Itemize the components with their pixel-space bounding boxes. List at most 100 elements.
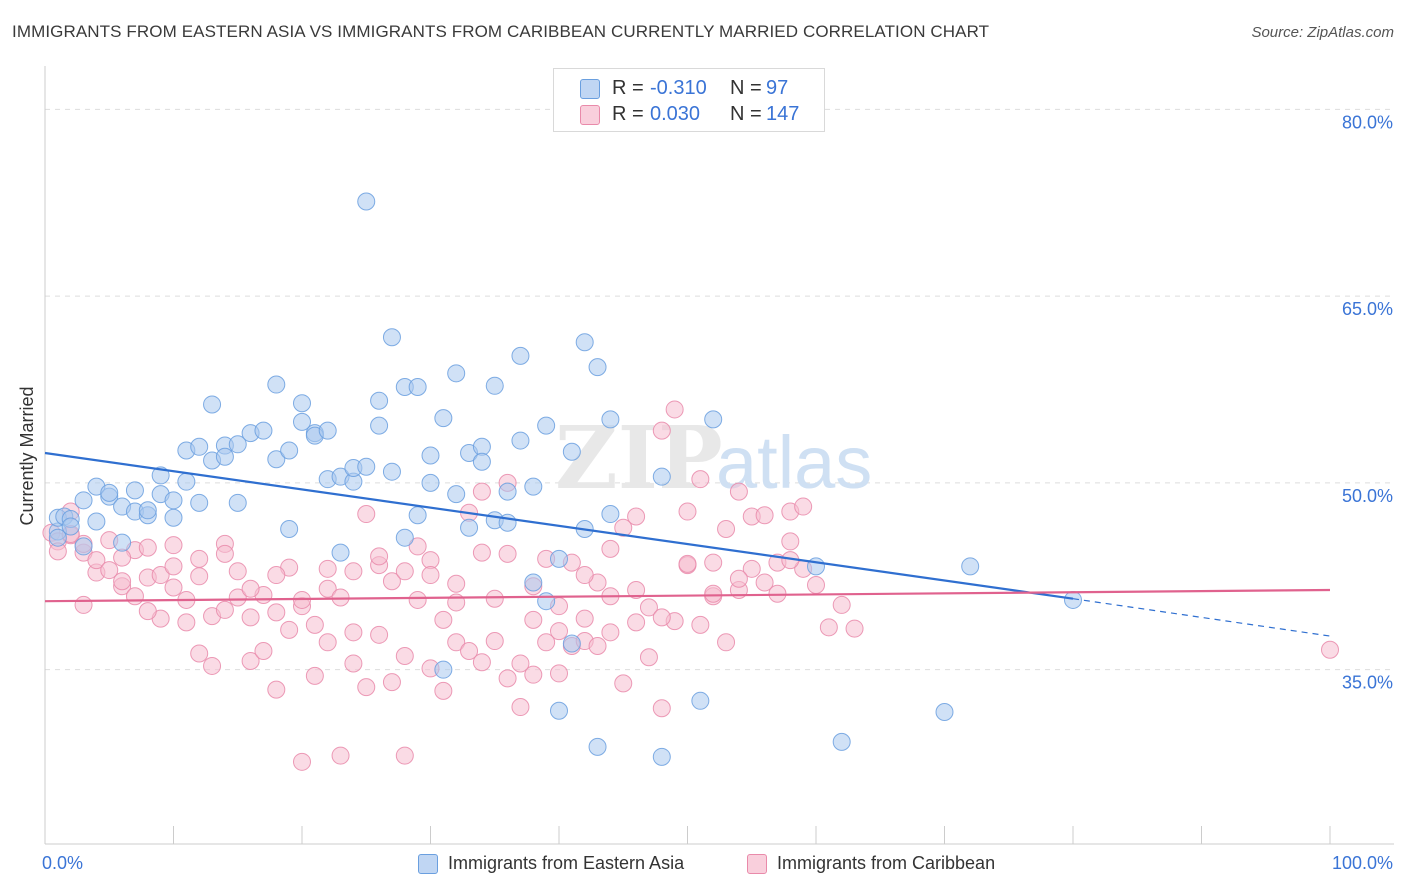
data-point bbox=[138, 501, 157, 520]
data-point bbox=[550, 701, 568, 720]
data-point bbox=[601, 623, 620, 642]
data-point bbox=[550, 549, 568, 568]
data-point bbox=[318, 559, 337, 578]
data-point bbox=[562, 634, 581, 653]
data-point bbox=[524, 477, 543, 496]
data-point bbox=[627, 613, 646, 632]
data-point bbox=[228, 562, 247, 581]
data-point bbox=[639, 648, 658, 667]
data-point bbox=[614, 674, 633, 693]
data-point bbox=[203, 656, 222, 675]
data-point bbox=[691, 615, 710, 634]
data-point bbox=[691, 691, 710, 710]
data-point bbox=[447, 485, 466, 504]
data-point bbox=[460, 642, 479, 660]
legend-label: Immigrants from Eastern Asia bbox=[448, 853, 685, 873]
data-point bbox=[293, 412, 311, 431]
data-point bbox=[1064, 590, 1082, 609]
r-value: -0.310 bbox=[650, 77, 707, 99]
data-point bbox=[267, 680, 286, 699]
y-tick-label: 50.0% bbox=[1342, 486, 1393, 506]
data-point bbox=[935, 703, 954, 722]
data-point bbox=[691, 470, 710, 489]
data-point bbox=[395, 646, 414, 665]
data-point bbox=[537, 416, 556, 435]
data-point bbox=[550, 622, 568, 641]
data-point bbox=[588, 637, 607, 656]
data-point bbox=[447, 574, 466, 593]
data-point bbox=[87, 512, 106, 531]
data-point bbox=[100, 561, 119, 580]
data-point bbox=[537, 592, 556, 611]
data-point bbox=[357, 192, 376, 211]
data-point bbox=[87, 551, 106, 570]
data-point bbox=[485, 632, 504, 651]
trend-line-eastern-asia-projection bbox=[1072, 598, 1331, 637]
data-point bbox=[318, 633, 337, 652]
data-point bbox=[447, 364, 466, 383]
data-point bbox=[293, 394, 311, 413]
data-point bbox=[961, 557, 980, 576]
data-point bbox=[318, 421, 337, 440]
data-point bbox=[832, 732, 851, 751]
data-point bbox=[485, 376, 504, 395]
data-point bbox=[267, 375, 286, 394]
n-label: N = bbox=[730, 103, 762, 125]
data-point bbox=[704, 410, 723, 429]
data-point bbox=[74, 595, 93, 614]
legend-swatch-blue bbox=[418, 854, 438, 874]
data-point bbox=[807, 576, 825, 595]
data-point bbox=[408, 590, 427, 609]
data-point bbox=[164, 508, 183, 527]
stats-legend: R = -0.310 N = 97 R = 0.030 N = 147 bbox=[553, 68, 825, 132]
data-point bbox=[382, 673, 401, 692]
data-point bbox=[472, 653, 491, 672]
data-point bbox=[421, 473, 440, 492]
r-label: R = bbox=[612, 103, 644, 125]
data-point bbox=[382, 328, 401, 347]
data-point bbox=[575, 609, 594, 628]
data-point bbox=[203, 395, 222, 414]
data-point bbox=[125, 481, 144, 500]
data-point bbox=[164, 557, 183, 576]
trend-line-caribbean bbox=[44, 588, 1331, 603]
data-point bbox=[524, 665, 543, 684]
data-point bbox=[729, 569, 748, 588]
series-caribbean-points bbox=[42, 400, 1339, 771]
legend-swatch-blue bbox=[580, 79, 600, 99]
data-point bbox=[164, 536, 183, 555]
data-point bbox=[395, 746, 414, 765]
data-point bbox=[241, 651, 260, 670]
data-point bbox=[575, 333, 594, 352]
data-point bbox=[665, 400, 684, 419]
data-point bbox=[742, 559, 761, 578]
chart-title: IMMIGRANTS FROM EASTERN ASIA VS IMMIGRAN… bbox=[12, 22, 990, 41]
data-point bbox=[524, 573, 543, 592]
data-point bbox=[138, 538, 157, 557]
data-point bbox=[293, 752, 311, 771]
data-point bbox=[717, 519, 736, 538]
n-value: 147 bbox=[766, 103, 800, 125]
data-point bbox=[434, 409, 453, 428]
axes bbox=[44, 66, 1394, 845]
data-point bbox=[794, 497, 813, 516]
data-point bbox=[524, 610, 543, 629]
data-point bbox=[704, 584, 723, 603]
stats-row-caribbean: R = 0.030 N = 147 bbox=[554, 100, 824, 128]
data-point bbox=[704, 553, 723, 572]
data-point bbox=[344, 623, 363, 642]
data-point bbox=[190, 644, 209, 663]
data-point bbox=[395, 562, 414, 581]
data-point bbox=[228, 588, 247, 607]
data-point bbox=[498, 544, 517, 563]
data-point bbox=[61, 517, 80, 536]
data-point bbox=[755, 573, 774, 592]
data-point bbox=[717, 633, 736, 652]
data-point bbox=[678, 554, 697, 573]
data-point bbox=[241, 579, 260, 598]
data-point bbox=[370, 625, 389, 644]
data-point bbox=[678, 502, 697, 521]
data-point bbox=[190, 567, 209, 586]
data-point bbox=[652, 747, 671, 766]
data-point bbox=[832, 595, 851, 614]
